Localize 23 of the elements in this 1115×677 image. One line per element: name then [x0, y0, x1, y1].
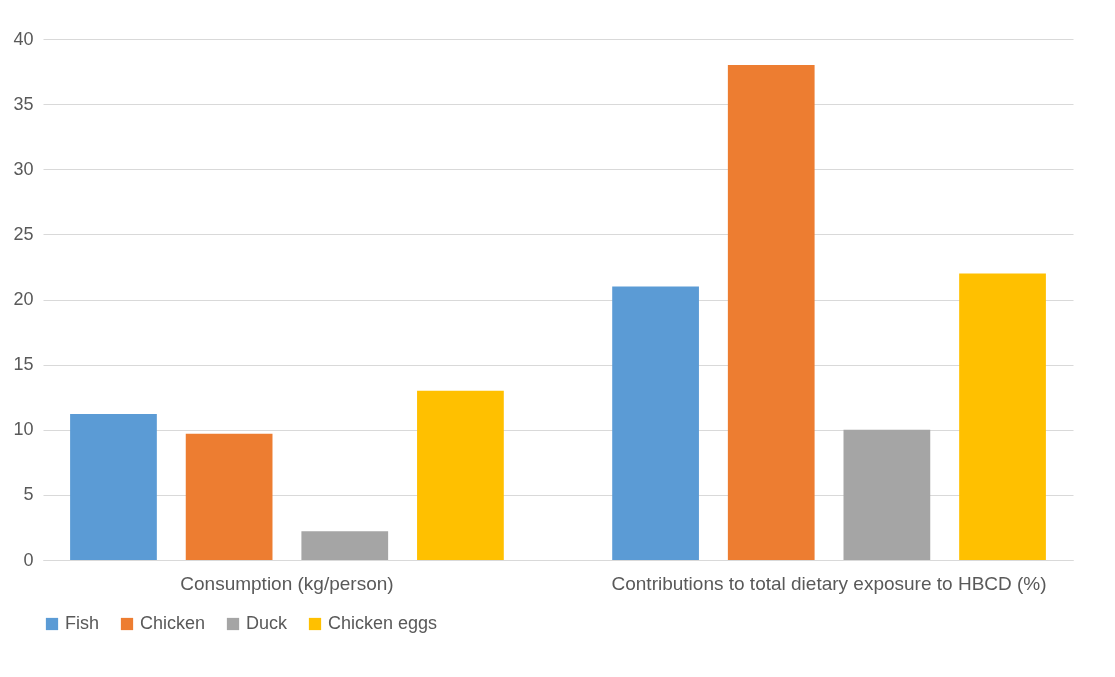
y-tick-label: 0: [23, 549, 34, 570]
bar: [843, 429, 931, 560]
x-tick-label: Contributions to total dietary exposure to HBCD (%): [611, 572, 1047, 594]
legend-label: Fish: [65, 613, 100, 633]
bar: [301, 531, 389, 560]
y-tick-label: 10: [13, 419, 34, 440]
legend-label: Chicken eggs: [328, 613, 438, 633]
bar: [185, 433, 273, 560]
bar: [959, 273, 1046, 560]
legend-label: Duck: [246, 613, 289, 633]
x-tick-label: Consumption (kg/person): [180, 572, 394, 594]
y-tick-label: 30: [13, 158, 34, 179]
bar: [727, 65, 815, 560]
bar: [70, 414, 157, 560]
y-tick-label: 35: [13, 93, 34, 114]
bar: [417, 390, 504, 560]
y-tick-label: 25: [13, 223, 34, 244]
y-tick-label: 5: [23, 484, 34, 505]
y-tick-label: 20: [13, 289, 34, 309]
legend-label: Chicken: [140, 613, 206, 633]
y-tick-label: 40: [13, 28, 34, 49]
bar: [612, 286, 699, 560]
y-tick-label: 15: [13, 354, 34, 375]
